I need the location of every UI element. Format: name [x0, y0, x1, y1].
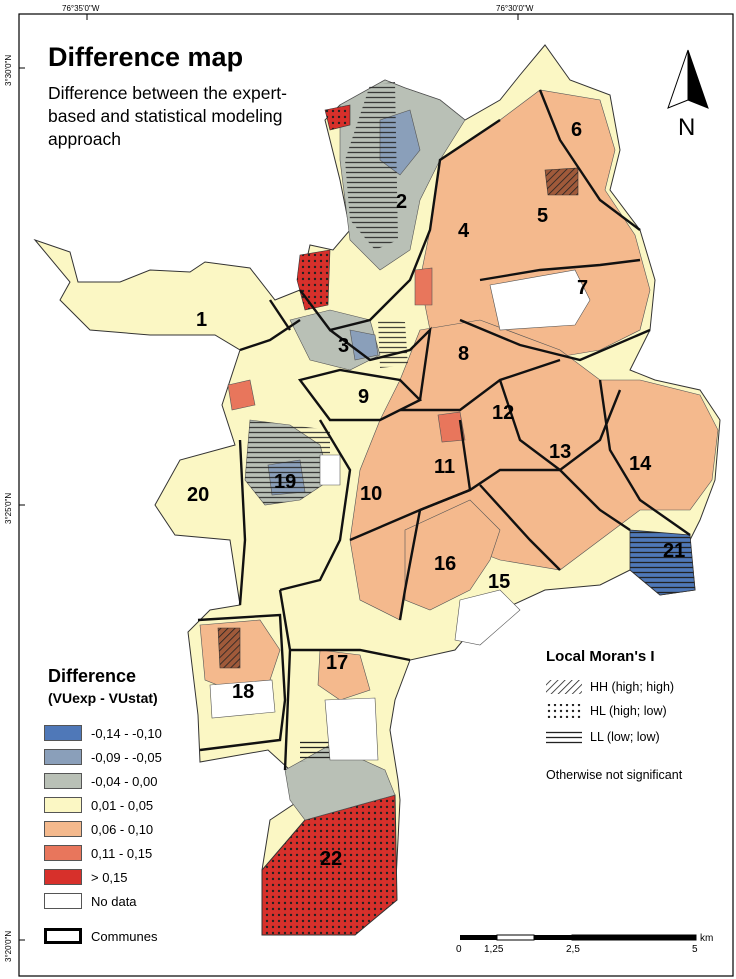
legend-label: -0,09 - -0,05 — [91, 749, 162, 765]
commune-label-22: 22 — [320, 848, 342, 870]
scale-bar — [460, 934, 697, 941]
region-no-data-15 — [454, 589, 521, 646]
legend-label: > 0,15 — [91, 869, 128, 885]
moran-label: HH (high; high) — [590, 680, 675, 694]
region-no-data-18 — [209, 679, 276, 719]
north-arrow-icon — [667, 49, 709, 109]
commune-label-1: 1 — [196, 309, 207, 331]
legend-label: 0,11 - 0,15 — [91, 845, 153, 861]
legend-item: 0,06 - 0,10 — [44, 818, 153, 840]
legend-item: -0,09 - -0,05 — [44, 746, 162, 768]
commune-label-4: 4 — [458, 220, 470, 242]
legend-subtitle: (VUexp - VUstat) — [48, 690, 158, 706]
commune-label-9: 9 — [358, 386, 369, 408]
graticule-top-2: 76°30'0"W — [496, 4, 534, 13]
commune-label-14: 14 — [629, 453, 652, 475]
graticule-left-1: 3°30'0"N — [4, 54, 13, 86]
legend-swatch-communes — [44, 928, 82, 944]
commune-label-8: 8 — [458, 343, 469, 365]
legend-label: 0,01 - 0,05 — [91, 797, 154, 813]
commune-label-21: 21 — [663, 540, 685, 562]
moran-label: LL (low; low) — [590, 730, 660, 744]
map-subtitle: Difference between the expert-based and … — [48, 83, 287, 149]
legend-label: -0,14 - -0,10 — [91, 725, 162, 741]
graticule-top-1: 76°35'0"W — [62, 4, 100, 13]
graticule-left-2: 3°25'0"N — [4, 492, 13, 524]
moran-item: LL (low; low) — [590, 727, 660, 747]
legend-swatch — [44, 821, 82, 837]
commune-label-10: 10 — [360, 483, 382, 505]
legend-swatch — [44, 797, 82, 813]
map-area: 1 2 3 4 5 6 7 8 9 10 11 12 13 14 15 16 1… — [33, 44, 721, 936]
legend-item: 0,11 - 0,15 — [44, 842, 152, 864]
legend-swatch — [44, 869, 82, 885]
legend-swatch — [44, 725, 82, 741]
region-no-data-7 — [489, 269, 591, 331]
graticule-left-3: 3°20'0"N — [4, 930, 13, 962]
legend-item: No data — [44, 890, 137, 912]
commune-label-20: 20 — [187, 484, 209, 506]
scale-unit: km — [700, 933, 714, 944]
moran-hl-swatch — [546, 704, 582, 718]
legend-item-communes: Communes — [44, 925, 157, 947]
region-17-orange — [317, 649, 371, 701]
commune-label-5: 5 — [537, 205, 548, 227]
north-label: N — [678, 114, 696, 141]
region-red-small — [437, 411, 466, 443]
legend-swatch — [44, 845, 82, 861]
commune-label-3: 3 — [338, 335, 349, 357]
moran-hh-swatch — [546, 680, 582, 694]
legend-swatch — [44, 749, 82, 765]
commune-label-15: 15 — [488, 571, 510, 593]
legend-item: 0,01 - 0,05 — [44, 794, 153, 816]
commune-label-12: 12 — [492, 402, 514, 424]
commune-label-17: 17 — [326, 652, 348, 674]
scale-label: 0 — [456, 944, 462, 955]
legend-swatch — [44, 893, 82, 909]
moran-ll-swatch — [546, 730, 582, 744]
commune-label-13: 13 — [549, 441, 571, 463]
commune-label-7: 7 — [577, 277, 588, 299]
scale-label: 2,5 — [566, 944, 580, 955]
commune-boundaries — [197, 89, 691, 771]
commune-label-18: 18 — [232, 681, 254, 703]
legend-title: Difference — [48, 666, 137, 686]
region-red-west — [227, 379, 256, 411]
commune-label-11: 11 — [434, 456, 455, 478]
commune-label-2: 2 — [396, 191, 407, 213]
legend-label-communes: Communes — [91, 928, 158, 944]
region-3-blue — [349, 329, 379, 361]
commune-label-16: 16 — [434, 553, 456, 575]
legend-swatch — [44, 773, 82, 789]
scale-label: 5 — [692, 944, 698, 955]
region-red-north — [414, 267, 433, 306]
scale-label: 1,25 — [484, 944, 504, 955]
region-no-data-17 — [324, 697, 379, 761]
legend-label: No data — [91, 893, 137, 909]
moran-item: HL (high; low) — [590, 701, 667, 721]
region-south-orange — [404, 499, 501, 611]
legend-label: 0,06 - 0,10 — [91, 821, 154, 837]
moran-item: HH (high; high) — [590, 677, 674, 697]
moran-title: Local Moran's I — [546, 648, 655, 665]
legend-label: -0,04 - 0,00 — [91, 773, 158, 789]
commune-label-6: 6 — [571, 119, 582, 141]
moran-otherwise: Otherwise not significant — [546, 768, 683, 782]
legend-item: -0,04 - 0,00 — [44, 770, 158, 792]
commune-label-19: 19 — [274, 471, 296, 493]
region-no-data-9 — [319, 454, 341, 486]
legend-item: -0,14 - -0,10 — [44, 722, 162, 744]
moran-label: HL (high; low) — [590, 704, 667, 718]
map-title: Difference map — [48, 42, 244, 72]
legend-item: > 0,15 — [44, 866, 128, 888]
